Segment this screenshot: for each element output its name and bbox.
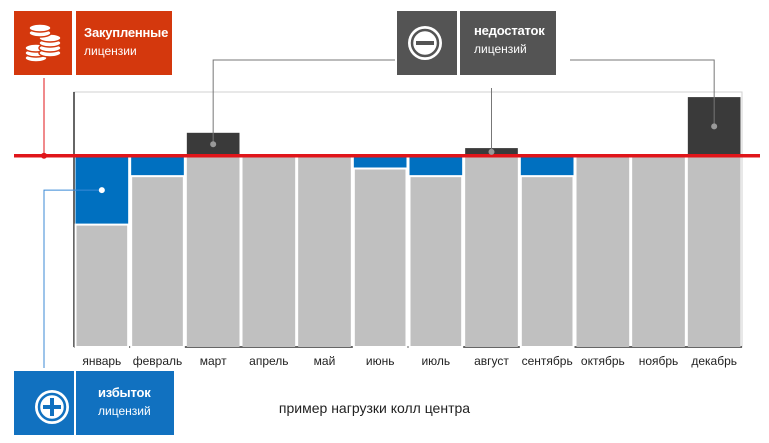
- bar-11: [687, 155, 741, 347]
- purchased-subtitle: лицензии: [84, 44, 137, 58]
- x-tick-label: июнь: [366, 354, 395, 368]
- bar-6: [408, 175, 464, 348]
- x-tick-label: октябрь: [581, 354, 625, 368]
- shortage-title: недостаток: [474, 23, 545, 38]
- shortage-icon-tile: [397, 11, 457, 75]
- surplus-segment: [353, 155, 407, 169]
- x-tick-label: май: [314, 354, 336, 368]
- x-tick-label: февраль: [133, 354, 183, 368]
- x-tick-label: июль: [421, 354, 450, 368]
- surplus-subtitle: лицензий: [98, 404, 151, 418]
- surplus-segment: [520, 155, 574, 177]
- bar-8: [519, 175, 575, 348]
- chart-caption-text: пример нагрузки колл центра: [278, 400, 471, 416]
- surplus-segment: [409, 155, 463, 177]
- x-tick-label: апрель: [249, 354, 288, 368]
- shortage-leader-dot-right: [711, 123, 718, 130]
- purchased-licenses-label: Закупленные лицензии: [76, 11, 172, 75]
- x-tick-label: декабрь: [691, 354, 737, 368]
- bar-3: [242, 155, 296, 347]
- chart-caption: пример нагрузки колл центра: [0, 400, 769, 416]
- shortage-licenses-label: недостаток лицензий: [460, 11, 556, 75]
- shortage-leader-right: [570, 59, 715, 127]
- plus-circle-icon: [14, 371, 74, 435]
- purchased-icon-tile: [14, 11, 72, 75]
- x-tick-label: ноябрь: [639, 354, 679, 368]
- minus-circle-icon: [397, 11, 457, 75]
- x-tick-label: март: [200, 354, 227, 368]
- surplus-title: избыток: [98, 385, 151, 400]
- bar-10: [632, 155, 685, 347]
- x-tick-label: август: [474, 354, 509, 368]
- surplus-leader: [43, 189, 102, 368]
- bar-0: [74, 223, 130, 349]
- x-tick-label: январь: [82, 354, 121, 368]
- shortage-leader-dot-center: [488, 148, 495, 155]
- purchased-leader-dot: [41, 152, 47, 159]
- x-tick-label: сентябрь: [522, 354, 573, 368]
- surplus-leader-dot: [98, 187, 105, 194]
- bar-9: [576, 155, 630, 347]
- purchased-title: Закупленные: [84, 25, 169, 40]
- shortage-leader-left: [212, 59, 395, 145]
- bar-5: [352, 167, 408, 348]
- bar-1: [130, 175, 185, 348]
- shortage-subtitle: лицензий: [474, 42, 527, 56]
- coins-icon: [14, 11, 72, 75]
- shortage-leader-dot-left: [210, 141, 217, 148]
- surplus-segment: [131, 155, 184, 177]
- surplus-licenses-label: избыток лицензий: [76, 371, 174, 435]
- surplus-icon-tile: [14, 371, 74, 435]
- bar-4: [298, 155, 351, 347]
- bar-2: [186, 155, 240, 347]
- bar-7: [465, 155, 518, 347]
